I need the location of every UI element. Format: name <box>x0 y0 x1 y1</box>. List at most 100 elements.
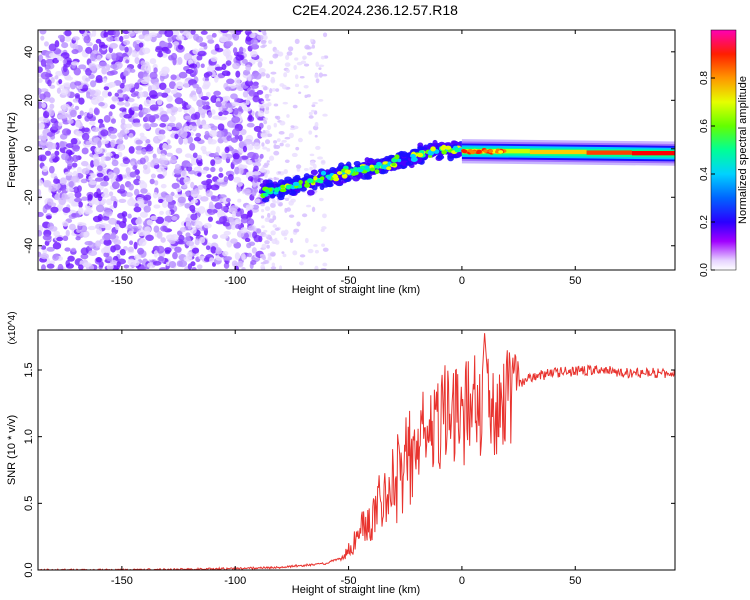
noise-blob <box>150 215 158 221</box>
y-tick-label: 0 <box>23 146 35 152</box>
noise-blob <box>292 104 298 109</box>
noise-blob <box>95 257 102 263</box>
x-tick-label: 0 <box>459 275 465 287</box>
noise-blob <box>119 184 125 192</box>
trace-blob <box>364 157 370 163</box>
noise-blob <box>113 200 118 209</box>
noise-blob <box>175 122 183 130</box>
noise-blob <box>77 222 84 227</box>
noise-blob <box>60 88 69 96</box>
noise-blob <box>103 31 109 38</box>
noise-blob <box>95 223 103 230</box>
noise-blob <box>253 142 261 150</box>
noise-blob <box>130 161 135 167</box>
noise-blob <box>67 160 73 167</box>
noise-blob <box>314 121 319 128</box>
noise-blob <box>210 195 220 202</box>
noise-blob <box>200 145 207 152</box>
noise-blob <box>71 202 79 207</box>
noise-blob <box>72 144 80 152</box>
noise-blob <box>148 90 158 98</box>
noise-blob <box>81 167 90 175</box>
noise-blob <box>284 136 291 140</box>
noise-blob <box>265 73 271 79</box>
noise-blob <box>140 60 146 67</box>
noise-blob <box>196 99 204 107</box>
noise-blob <box>273 122 277 128</box>
noise-blob <box>103 252 110 258</box>
noise-blob <box>67 192 75 198</box>
noise-blob <box>76 166 83 175</box>
noise-blob <box>250 38 258 46</box>
noise-blob <box>261 243 267 249</box>
noise-blob <box>177 44 184 50</box>
noise-blob <box>132 118 141 124</box>
noise-blob <box>165 194 174 203</box>
noise-blob <box>138 238 147 247</box>
noise-blob <box>61 103 71 112</box>
trace-core <box>326 175 332 180</box>
noise-blob <box>154 180 159 186</box>
noise-blob <box>196 264 203 270</box>
noise-blob <box>197 154 203 160</box>
noise-blob <box>83 127 90 133</box>
noise-blob <box>62 235 69 241</box>
noise-blob <box>42 165 49 173</box>
noise-blob <box>77 207 84 216</box>
noise-blob <box>191 247 200 254</box>
noise-blob <box>274 144 281 149</box>
noise-blob <box>65 229 70 237</box>
noise-blob <box>227 173 234 181</box>
noise-blob <box>111 159 119 167</box>
noise-blob <box>238 106 243 112</box>
trace-core <box>444 145 452 150</box>
noise-blob <box>183 125 191 132</box>
noise-blob <box>231 210 237 219</box>
noise-blob <box>294 57 299 61</box>
steady-trace-core <box>631 150 675 156</box>
y-tick-label: 20 <box>23 94 35 106</box>
noise-blob <box>200 169 208 174</box>
noise-blob <box>198 255 206 260</box>
noise-blob <box>79 30 85 35</box>
noise-blob <box>244 237 251 243</box>
noise-blob <box>225 40 233 47</box>
noise-blob <box>178 234 185 242</box>
noise-blob <box>224 102 233 108</box>
noise-blob <box>162 169 168 177</box>
noise-blob <box>250 43 260 50</box>
snr-y-label: SNR (10 * v/v) <box>6 415 18 485</box>
trace-core <box>369 167 376 172</box>
noise-blob <box>159 267 168 270</box>
trace-core <box>336 171 343 175</box>
y-tick-label: 1.5 <box>23 362 35 377</box>
noise-blob <box>266 212 271 219</box>
steady-trace-core <box>586 150 632 155</box>
noise-blob <box>59 177 67 186</box>
noise-blob <box>158 256 164 262</box>
noise-blob <box>293 228 300 233</box>
noise-blob <box>183 109 188 114</box>
noise-blob <box>230 238 238 244</box>
noise-blob <box>242 145 248 153</box>
trace-blob <box>353 161 361 167</box>
trace-core <box>344 169 351 174</box>
noise-blob <box>53 178 60 184</box>
noise-blob <box>288 194 292 199</box>
noise-blob <box>179 227 187 233</box>
noise-blob <box>234 30 242 36</box>
noise-blob <box>159 123 167 128</box>
noise-blob <box>224 146 230 154</box>
noise-blob <box>247 252 253 258</box>
noise-blob <box>243 138 253 145</box>
noise-blob <box>129 240 134 246</box>
noise-blob <box>133 30 143 34</box>
noise-blob <box>103 175 110 182</box>
noise-blob <box>294 83 300 88</box>
noise-blob <box>177 107 183 113</box>
noise-blob <box>271 198 276 203</box>
noise-blob <box>159 82 167 90</box>
noise-blob <box>278 131 285 135</box>
noise-blob <box>230 101 240 107</box>
noise-blob <box>67 255 75 262</box>
